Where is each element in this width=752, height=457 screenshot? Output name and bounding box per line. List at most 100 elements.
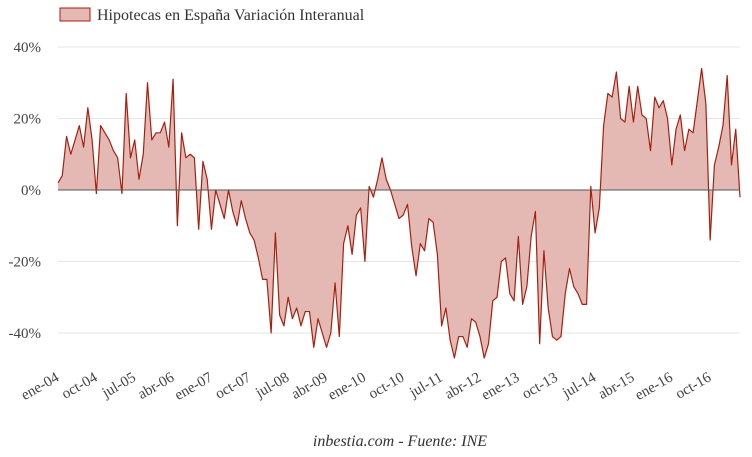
data-point[interactable] (83, 147, 84, 148)
data-point[interactable] (629, 86, 630, 87)
data-point[interactable] (599, 207, 600, 208)
data-point[interactable] (518, 236, 519, 237)
data-point[interactable] (79, 125, 80, 126)
data-point[interactable] (339, 336, 340, 337)
data-point[interactable] (603, 125, 604, 126)
data-point[interactable] (722, 125, 723, 126)
data-point[interactable] (509, 293, 510, 294)
data-point[interactable] (641, 114, 642, 115)
data-point[interactable] (526, 286, 527, 287)
data-point[interactable] (117, 157, 118, 158)
data-point[interactable] (484, 357, 485, 358)
data-point[interactable] (334, 282, 335, 283)
data-point[interactable] (607, 93, 608, 94)
data-point[interactable] (735, 129, 736, 130)
data-point[interactable] (70, 154, 71, 155)
data-point[interactable] (454, 357, 455, 358)
data-point[interactable] (113, 150, 114, 151)
data-point[interactable] (241, 200, 242, 201)
data-point[interactable] (151, 139, 152, 140)
data-point[interactable] (441, 325, 442, 326)
data-point[interactable] (505, 257, 506, 258)
data-point[interactable] (450, 340, 451, 341)
data-point[interactable] (577, 293, 578, 294)
data-point[interactable] (543, 250, 544, 251)
data-point[interactable] (701, 68, 702, 69)
data-point[interactable] (258, 257, 259, 258)
data-point[interactable] (143, 154, 144, 155)
data-point[interactable] (160, 132, 161, 133)
data-point[interactable] (731, 164, 732, 165)
data-point[interactable] (283, 325, 284, 326)
data-point[interactable] (445, 307, 446, 308)
data-point[interactable] (646, 118, 647, 119)
data-point[interactable] (654, 96, 655, 97)
data-point[interactable] (66, 136, 67, 137)
data-point[interactable] (126, 93, 127, 94)
data-point[interactable] (458, 336, 459, 337)
data-point[interactable] (428, 218, 429, 219)
data-point[interactable] (565, 293, 566, 294)
data-point[interactable] (522, 304, 523, 305)
data-point[interactable] (313, 347, 314, 348)
data-point[interactable] (168, 147, 169, 148)
data-point[interactable] (560, 336, 561, 337)
data-point[interactable] (109, 139, 110, 140)
data-point[interactable] (501, 261, 502, 262)
data-point[interactable] (582, 304, 583, 305)
data-point[interactable] (424, 250, 425, 251)
data-point[interactable] (224, 218, 225, 219)
data-point[interactable] (556, 340, 557, 341)
data-point[interactable] (202, 161, 203, 162)
data-point[interactable] (569, 268, 570, 269)
data-point[interactable] (249, 232, 250, 233)
data-point[interactable] (198, 229, 199, 230)
data-point[interactable] (271, 332, 272, 333)
data-point[interactable] (624, 121, 625, 122)
data-point[interactable] (121, 193, 122, 194)
data-point[interactable] (552, 336, 553, 337)
data-point[interactable] (57, 182, 58, 183)
data-point[interactable] (373, 197, 374, 198)
data-point[interactable] (411, 247, 412, 248)
data-point[interactable] (177, 225, 178, 226)
data-point[interactable] (147, 82, 148, 83)
data-point[interactable] (96, 193, 97, 194)
data-point[interactable] (190, 154, 191, 155)
data-point[interactable] (650, 150, 651, 151)
data-point[interactable] (612, 96, 613, 97)
data-point[interactable] (394, 204, 395, 205)
data-point[interactable] (688, 129, 689, 130)
data-point[interactable] (172, 79, 173, 80)
legend[interactable]: Hipotecas en España Variación Interanual (59, 7, 365, 24)
data-point[interactable] (330, 332, 331, 333)
data-point[interactable] (680, 114, 681, 115)
data-point[interactable] (633, 121, 634, 122)
data-point[interactable] (181, 132, 182, 133)
data-point[interactable] (300, 325, 301, 326)
data-point[interactable] (185, 157, 186, 158)
data-point[interactable] (262, 279, 263, 280)
data-point[interactable] (219, 204, 220, 205)
data-point[interactable] (292, 318, 293, 319)
data-point[interactable] (279, 315, 280, 316)
data-point[interactable] (586, 304, 587, 305)
data-point[interactable] (475, 322, 476, 323)
data-point[interactable] (62, 175, 63, 176)
data-point[interactable] (727, 75, 728, 76)
data-point[interactable] (548, 307, 549, 308)
data-point[interactable] (326, 347, 327, 348)
data-point[interactable] (407, 204, 408, 205)
data-point[interactable] (87, 107, 88, 108)
data-point[interactable] (343, 243, 344, 244)
data-point[interactable] (590, 186, 591, 187)
data-point[interactable] (620, 118, 621, 119)
data-point[interactable] (130, 157, 131, 158)
data-point[interactable] (207, 179, 208, 180)
data-point[interactable] (377, 179, 378, 180)
data-point[interactable] (573, 286, 574, 287)
data-point[interactable] (164, 121, 165, 122)
data-point[interactable] (513, 300, 514, 301)
data-point[interactable] (211, 229, 212, 230)
data-point[interactable] (433, 222, 434, 223)
